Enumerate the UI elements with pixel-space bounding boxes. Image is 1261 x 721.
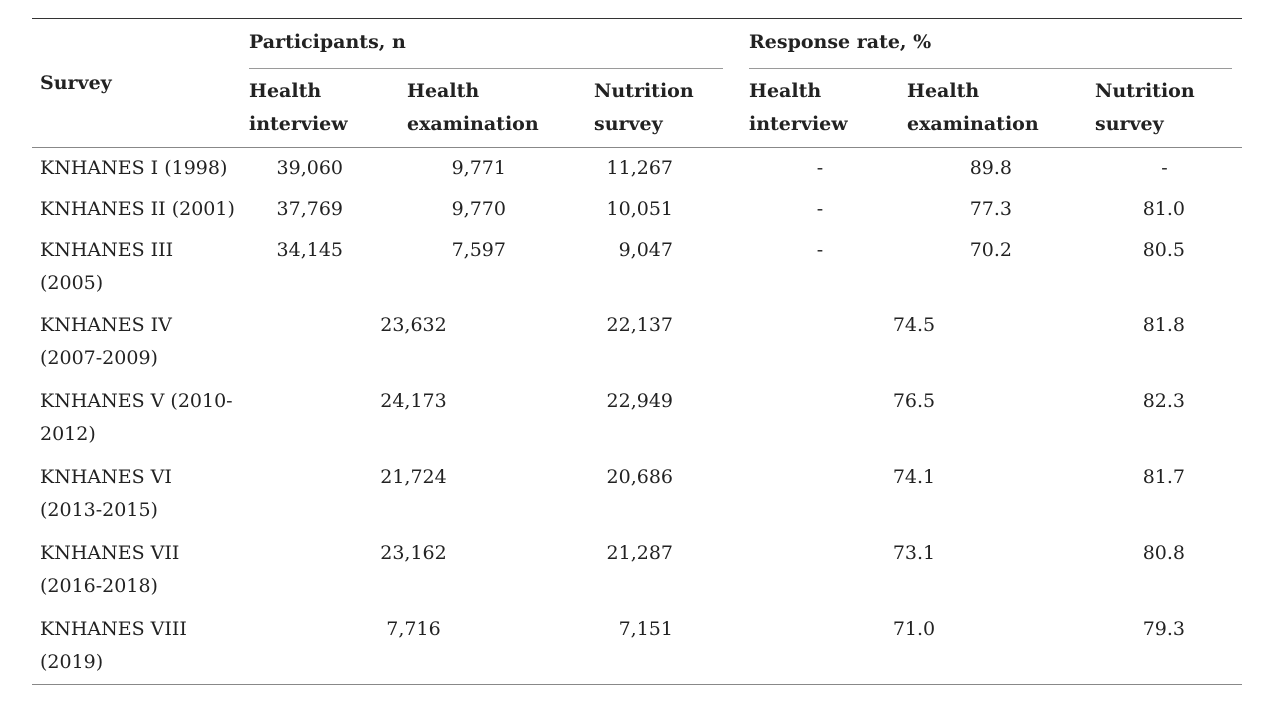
cell-r-health-merged: 76.5 — [892, 390, 936, 412]
table-row: KNHANES VI (2013-2015) 21,724 20,686 74.… — [32, 456, 1242, 532]
cell-survey: KNHANES VII (2016-2018) — [40, 542, 180, 597]
cell-r-nutrition: 79.3 — [1087, 608, 1243, 685]
header-line: interview — [749, 113, 848, 135]
cell-r-health-interview: - — [816, 239, 824, 261]
response-group-label: Response rate, % — [749, 26, 1233, 69]
cell-r-health-merged: 74.1 — [892, 466, 936, 488]
cell-p-nutrition: 22,949 — [606, 390, 673, 412]
cell-p-health-merged: 24,173 — [380, 390, 447, 412]
table-row: KNHANES VII (2016-2018) 23,162 21,287 73… — [32, 532, 1242, 608]
header-line: Health — [749, 80, 822, 102]
cell-p-health-merged: 21,724 — [380, 466, 447, 488]
cell-r-nutrition: 81.8 — [1142, 314, 1186, 336]
cell-p-nutrition: 7,151 — [586, 608, 741, 685]
cell-p-nutrition: 21,287 — [606, 542, 673, 564]
cell-r-nutrition: 80.8 — [1142, 542, 1186, 564]
cell-r-nutrition: 81.0 — [1142, 198, 1186, 220]
header-survey: Survey — [32, 18, 241, 148]
cell-p-health-interview: 37,769 — [276, 198, 343, 220]
cell-r-health-exam: 77.3 — [969, 198, 1012, 220]
cell-r-health-exam: 70.2 — [969, 239, 1012, 261]
cell-p-nutrition: 10,051 — [606, 198, 673, 220]
header-r-health-exam: Health examination — [899, 69, 1087, 148]
header-line: Health — [407, 80, 480, 102]
cell-survey: KNHANES IV (2007-2009) — [40, 314, 172, 369]
cell-survey: KNHANES III (2005) — [40, 239, 174, 294]
table-row: KNHANES II (2001) 37,769 9,770 10,051 - … — [32, 189, 1242, 230]
header-line: Health — [907, 80, 980, 102]
table-row: KNHANES VIII (2019) 7,716 7,151 71.0 79.… — [32, 608, 1243, 685]
cell-p-health-interview: 34,145 — [276, 239, 343, 261]
cell-r-health-merged: 73.1 — [892, 542, 936, 564]
cell-r-health-merged: 74.5 — [892, 314, 936, 336]
cell-r-nutrition: 82.3 — [1142, 390, 1186, 412]
cell-p-health-merged: 23,162 — [380, 542, 447, 564]
header-response-group: Response rate, % — [741, 18, 1243, 69]
cell-p-health-merged: 23,632 — [380, 314, 447, 336]
cell-p-nutrition: 11,267 — [606, 157, 673, 179]
cell-r-nutrition: - — [1161, 157, 1168, 179]
header-line: Nutrition — [594, 80, 694, 102]
table-body: KNHANES I (1998) 39,060 9,771 11,267 - 8… — [32, 148, 1243, 685]
cell-survey: KNHANES II (2001) — [40, 198, 235, 220]
header-r-nutrition: Nutrition survey — [1087, 69, 1243, 148]
cell-r-health-exam: 89.8 — [969, 157, 1012, 179]
header-line: Health — [249, 80, 322, 102]
cell-p-health-exam: 9,770 — [451, 198, 506, 220]
cell-p-nutrition: 20,686 — [606, 466, 673, 488]
header-p-nutrition: Nutrition survey — [586, 69, 741, 148]
table-row: KNHANES V (2010-2012) 24,173 22,949 76.5… — [32, 380, 1242, 456]
cell-r-nutrition: 81.7 — [1142, 466, 1186, 488]
knhanes-table: Survey Participants, n Response rate, % … — [32, 18, 1243, 685]
table-row: KNHANES IV (2007-2009) 23,632 22,137 74.… — [32, 304, 1242, 380]
cell-r-health-interview: - — [816, 157, 824, 179]
cell-r-health-merged: 71.0 — [741, 608, 1087, 685]
cell-survey: KNHANES I (1998) — [40, 157, 228, 179]
cell-r-nutrition: 80.5 — [1142, 239, 1186, 261]
table-row: KNHANES I (1998) 39,060 9,771 11,267 - 8… — [32, 148, 1242, 190]
header-line: interview — [249, 113, 348, 135]
cell-p-health-merged: 7,716 — [241, 608, 586, 685]
header-line: examination — [907, 113, 1039, 135]
header-line: Nutrition — [1095, 80, 1195, 102]
cell-p-nutrition: 22,137 — [606, 314, 673, 336]
cell-r-health-interview: - — [816, 198, 824, 220]
cell-p-nutrition: 9,047 — [618, 239, 673, 261]
cell-p-health-exam: 7,597 — [451, 239, 506, 261]
cell-p-health-interview: 39,060 — [276, 157, 343, 179]
header-r-health-interview: Health interview — [741, 69, 899, 148]
table-container: Survey Participants, n Response rate, % … — [32, 18, 1243, 685]
participants-group-label: Participants, n — [249, 26, 723, 69]
table-header: Survey Participants, n Response rate, % … — [32, 18, 1243, 148]
cell-survey: KNHANES VIII (2019) — [32, 608, 241, 685]
header-p-health-interview: Health interview — [241, 69, 399, 148]
cell-survey: KNHANES VI (2013-2015) — [40, 466, 172, 521]
header-line: examination — [407, 113, 539, 135]
header-line: survey — [1095, 113, 1164, 135]
header-p-health-exam: Health examination — [399, 69, 586, 148]
cell-survey: KNHANES V (2010-2012) — [40, 390, 233, 445]
table-row: KNHANES III (2005) 34,145 7,597 9,047 - … — [32, 230, 1242, 304]
cell-p-health-exam: 9,771 — [451, 157, 506, 179]
header-line: survey — [594, 113, 663, 135]
header-participants-group: Participants, n — [241, 18, 741, 69]
